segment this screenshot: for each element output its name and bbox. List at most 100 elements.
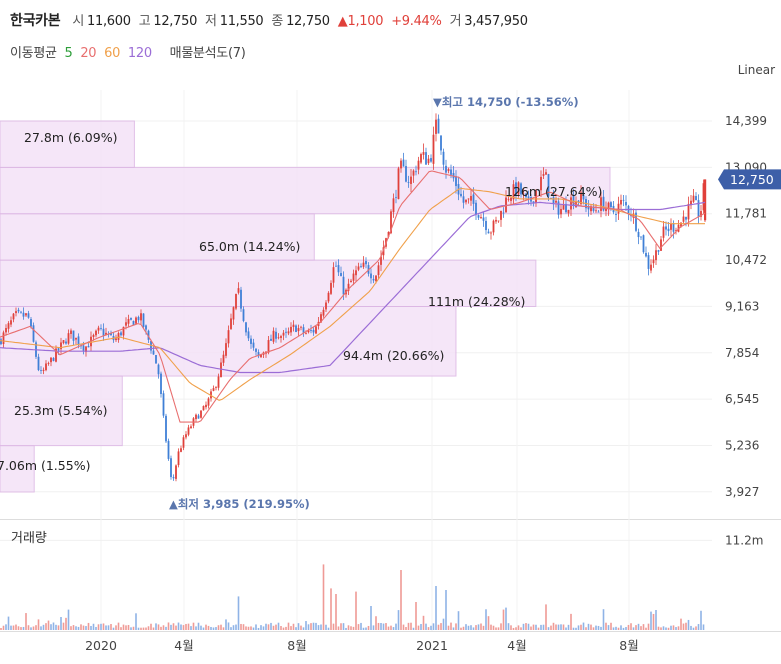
volume-profile-legend[interactable]: 매물분석도(7): [169, 46, 246, 61]
candle-75: [187, 424, 190, 437]
volume-bar-275: [687, 619, 690, 630]
candle-body: [245, 322, 247, 333]
candle-161: [402, 152, 405, 167]
volume-bar-266: [665, 627, 667, 630]
volume-bar-138: [345, 627, 347, 630]
candle-body: [232, 307, 235, 320]
ma120-legend[interactable]: 120: [127, 46, 152, 61]
candle-body: [550, 197, 552, 199]
candle-141: [352, 269, 355, 286]
candle-body: [97, 327, 100, 331]
volume-bar-93: [232, 625, 235, 630]
x-tick-label-1: 4월: [174, 638, 193, 653]
candle-100: [250, 335, 252, 349]
candle-162: [405, 159, 407, 183]
candle-body: [687, 203, 690, 220]
ma20-line: [0, 170, 706, 423]
volume-bar-172: [430, 625, 432, 630]
scale-mode-label[interactable]: Linear: [737, 63, 775, 77]
candle-body: [295, 325, 297, 333]
volume-bar-188: [470, 625, 472, 630]
candle-body: [582, 194, 585, 200]
volume-bar-224: [560, 624, 562, 630]
candle-168: [420, 152, 422, 165]
candle-258: [645, 246, 647, 258]
volume-bar-64: [160, 626, 162, 630]
volume-bar-169: [422, 615, 425, 630]
candle-body: [515, 182, 517, 196]
volume-bar-271: [677, 626, 680, 630]
y-tick-label-0: 14,399: [725, 114, 767, 128]
candle-body: [195, 414, 197, 420]
candle-body: [485, 220, 487, 231]
candle-body: [437, 118, 440, 134]
volume-bar-146: [365, 627, 367, 630]
candle-body: [0, 339, 2, 345]
candle-body: [412, 170, 415, 176]
volume-bar-144: [360, 622, 362, 630]
moving-average-label[interactable]: 이동평균: [10, 46, 57, 61]
volume-bar-205: [512, 627, 515, 630]
candle-158: [395, 189, 397, 204]
candle-body: [467, 198, 470, 200]
candle-body: [177, 451, 180, 466]
candle-193: [482, 211, 485, 227]
candle-body: [12, 313, 15, 320]
candle-66: [165, 413, 167, 444]
candle-body: [7, 323, 10, 329]
volume-bar-229: [572, 627, 575, 630]
ma60-legend[interactable]: 60: [104, 46, 121, 61]
volume-bar-177: [442, 618, 445, 630]
candle-body: [322, 309, 325, 316]
candle-200: [500, 210, 502, 227]
candle-body: [490, 232, 492, 234]
volume-bar-149: [372, 625, 375, 630]
volume-bar-156: [390, 625, 392, 630]
y-tick-label-8: 3,927: [725, 485, 759, 499]
candle-body: [662, 226, 665, 238]
candle-body: [400, 160, 402, 169]
candle-body: [422, 152, 425, 155]
volume-bar-61: [152, 627, 155, 630]
volume-bar-53: [132, 626, 135, 630]
candle-65: [162, 390, 165, 418]
candle-body: [105, 332, 107, 335]
candle-143: [357, 262, 360, 272]
candle-239: [597, 209, 600, 213]
volume-bar-214: [535, 624, 537, 630]
candle-261: [652, 255, 655, 268]
volume-bar-279: [697, 624, 700, 630]
candle-body: [270, 338, 272, 341]
ma20-legend[interactable]: 20: [80, 46, 97, 61]
indicator-legend[interactable]: 이동평균 5 20 60 120 매물분석도(7): [10, 42, 252, 61]
volume-bar-17: [42, 624, 45, 630]
candle-115: [287, 327, 290, 336]
candle-86: [215, 386, 217, 391]
candle-248: [620, 194, 622, 211]
volume-bar-127: [317, 625, 320, 630]
volume-bar-36: [90, 625, 92, 630]
candle-207: [517, 181, 520, 198]
volume-bar-215: [537, 627, 540, 630]
stock-name[interactable]: 한국카본: [10, 13, 61, 29]
volume-bar-105: [262, 626, 265, 630]
quote-header: 한국카본 시 11,600 고 12,750 저 11,550 종 12,750…: [10, 10, 536, 32]
candle-body: [360, 266, 362, 268]
ma5-legend[interactable]: 5: [64, 46, 73, 61]
volume-bar-263: [657, 626, 660, 630]
candle-18: [45, 360, 47, 372]
candle-body: [135, 317, 137, 324]
volume-bar-78: [195, 626, 197, 630]
candle-body: [280, 336, 282, 338]
volume-bar-227: [567, 624, 570, 630]
volume-bar-126: [315, 622, 317, 630]
volume-bar-111: [277, 622, 280, 630]
candle-274: [685, 216, 687, 227]
candle-body: [447, 169, 450, 171]
candle-117: [292, 320, 295, 332]
candle-body: [72, 330, 75, 341]
volume-bar-256: [640, 626, 642, 630]
candle-82: [205, 401, 207, 410]
x-tick-label-2: 8월: [287, 638, 306, 653]
